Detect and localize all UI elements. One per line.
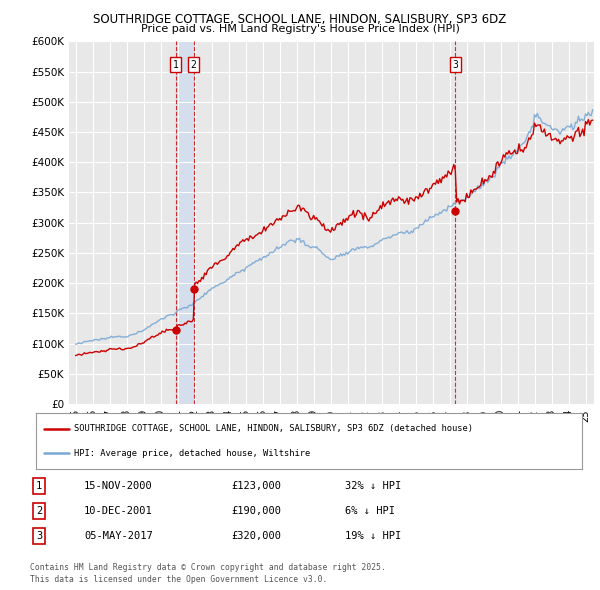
Text: 10-DEC-2001: 10-DEC-2001 — [84, 506, 153, 516]
Text: 15-NOV-2000: 15-NOV-2000 — [84, 481, 153, 491]
Text: Contains HM Land Registry data © Crown copyright and database right 2025.: Contains HM Land Registry data © Crown c… — [30, 563, 386, 572]
Text: 1: 1 — [36, 481, 42, 491]
Text: 1: 1 — [173, 60, 179, 70]
Text: 19% ↓ HPI: 19% ↓ HPI — [345, 531, 401, 540]
Text: HPI: Average price, detached house, Wiltshire: HPI: Average price, detached house, Wilt… — [74, 449, 310, 458]
Text: 6% ↓ HPI: 6% ↓ HPI — [345, 506, 395, 516]
Text: £190,000: £190,000 — [231, 506, 281, 516]
Text: 2: 2 — [36, 506, 42, 516]
Text: SOUTHRIDGE COTTAGE, SCHOOL LANE, HINDON, SALISBURY, SP3 6DZ (detached house): SOUTHRIDGE COTTAGE, SCHOOL LANE, HINDON,… — [74, 424, 473, 433]
Text: 32% ↓ HPI: 32% ↓ HPI — [345, 481, 401, 491]
Text: SOUTHRIDGE COTTAGE, SCHOOL LANE, HINDON, SALISBURY, SP3 6DZ: SOUTHRIDGE COTTAGE, SCHOOL LANE, HINDON,… — [94, 13, 506, 26]
Text: 3: 3 — [36, 531, 42, 540]
Text: 05-MAY-2017: 05-MAY-2017 — [84, 531, 153, 540]
Text: Price paid vs. HM Land Registry's House Price Index (HPI): Price paid vs. HM Land Registry's House … — [140, 24, 460, 34]
Bar — [176, 41, 194, 404]
Text: £123,000: £123,000 — [231, 481, 281, 491]
Text: 2: 2 — [191, 60, 197, 70]
Text: £320,000: £320,000 — [231, 531, 281, 540]
Text: This data is licensed under the Open Government Licence v3.0.: This data is licensed under the Open Gov… — [30, 575, 328, 584]
Text: 3: 3 — [452, 60, 458, 70]
